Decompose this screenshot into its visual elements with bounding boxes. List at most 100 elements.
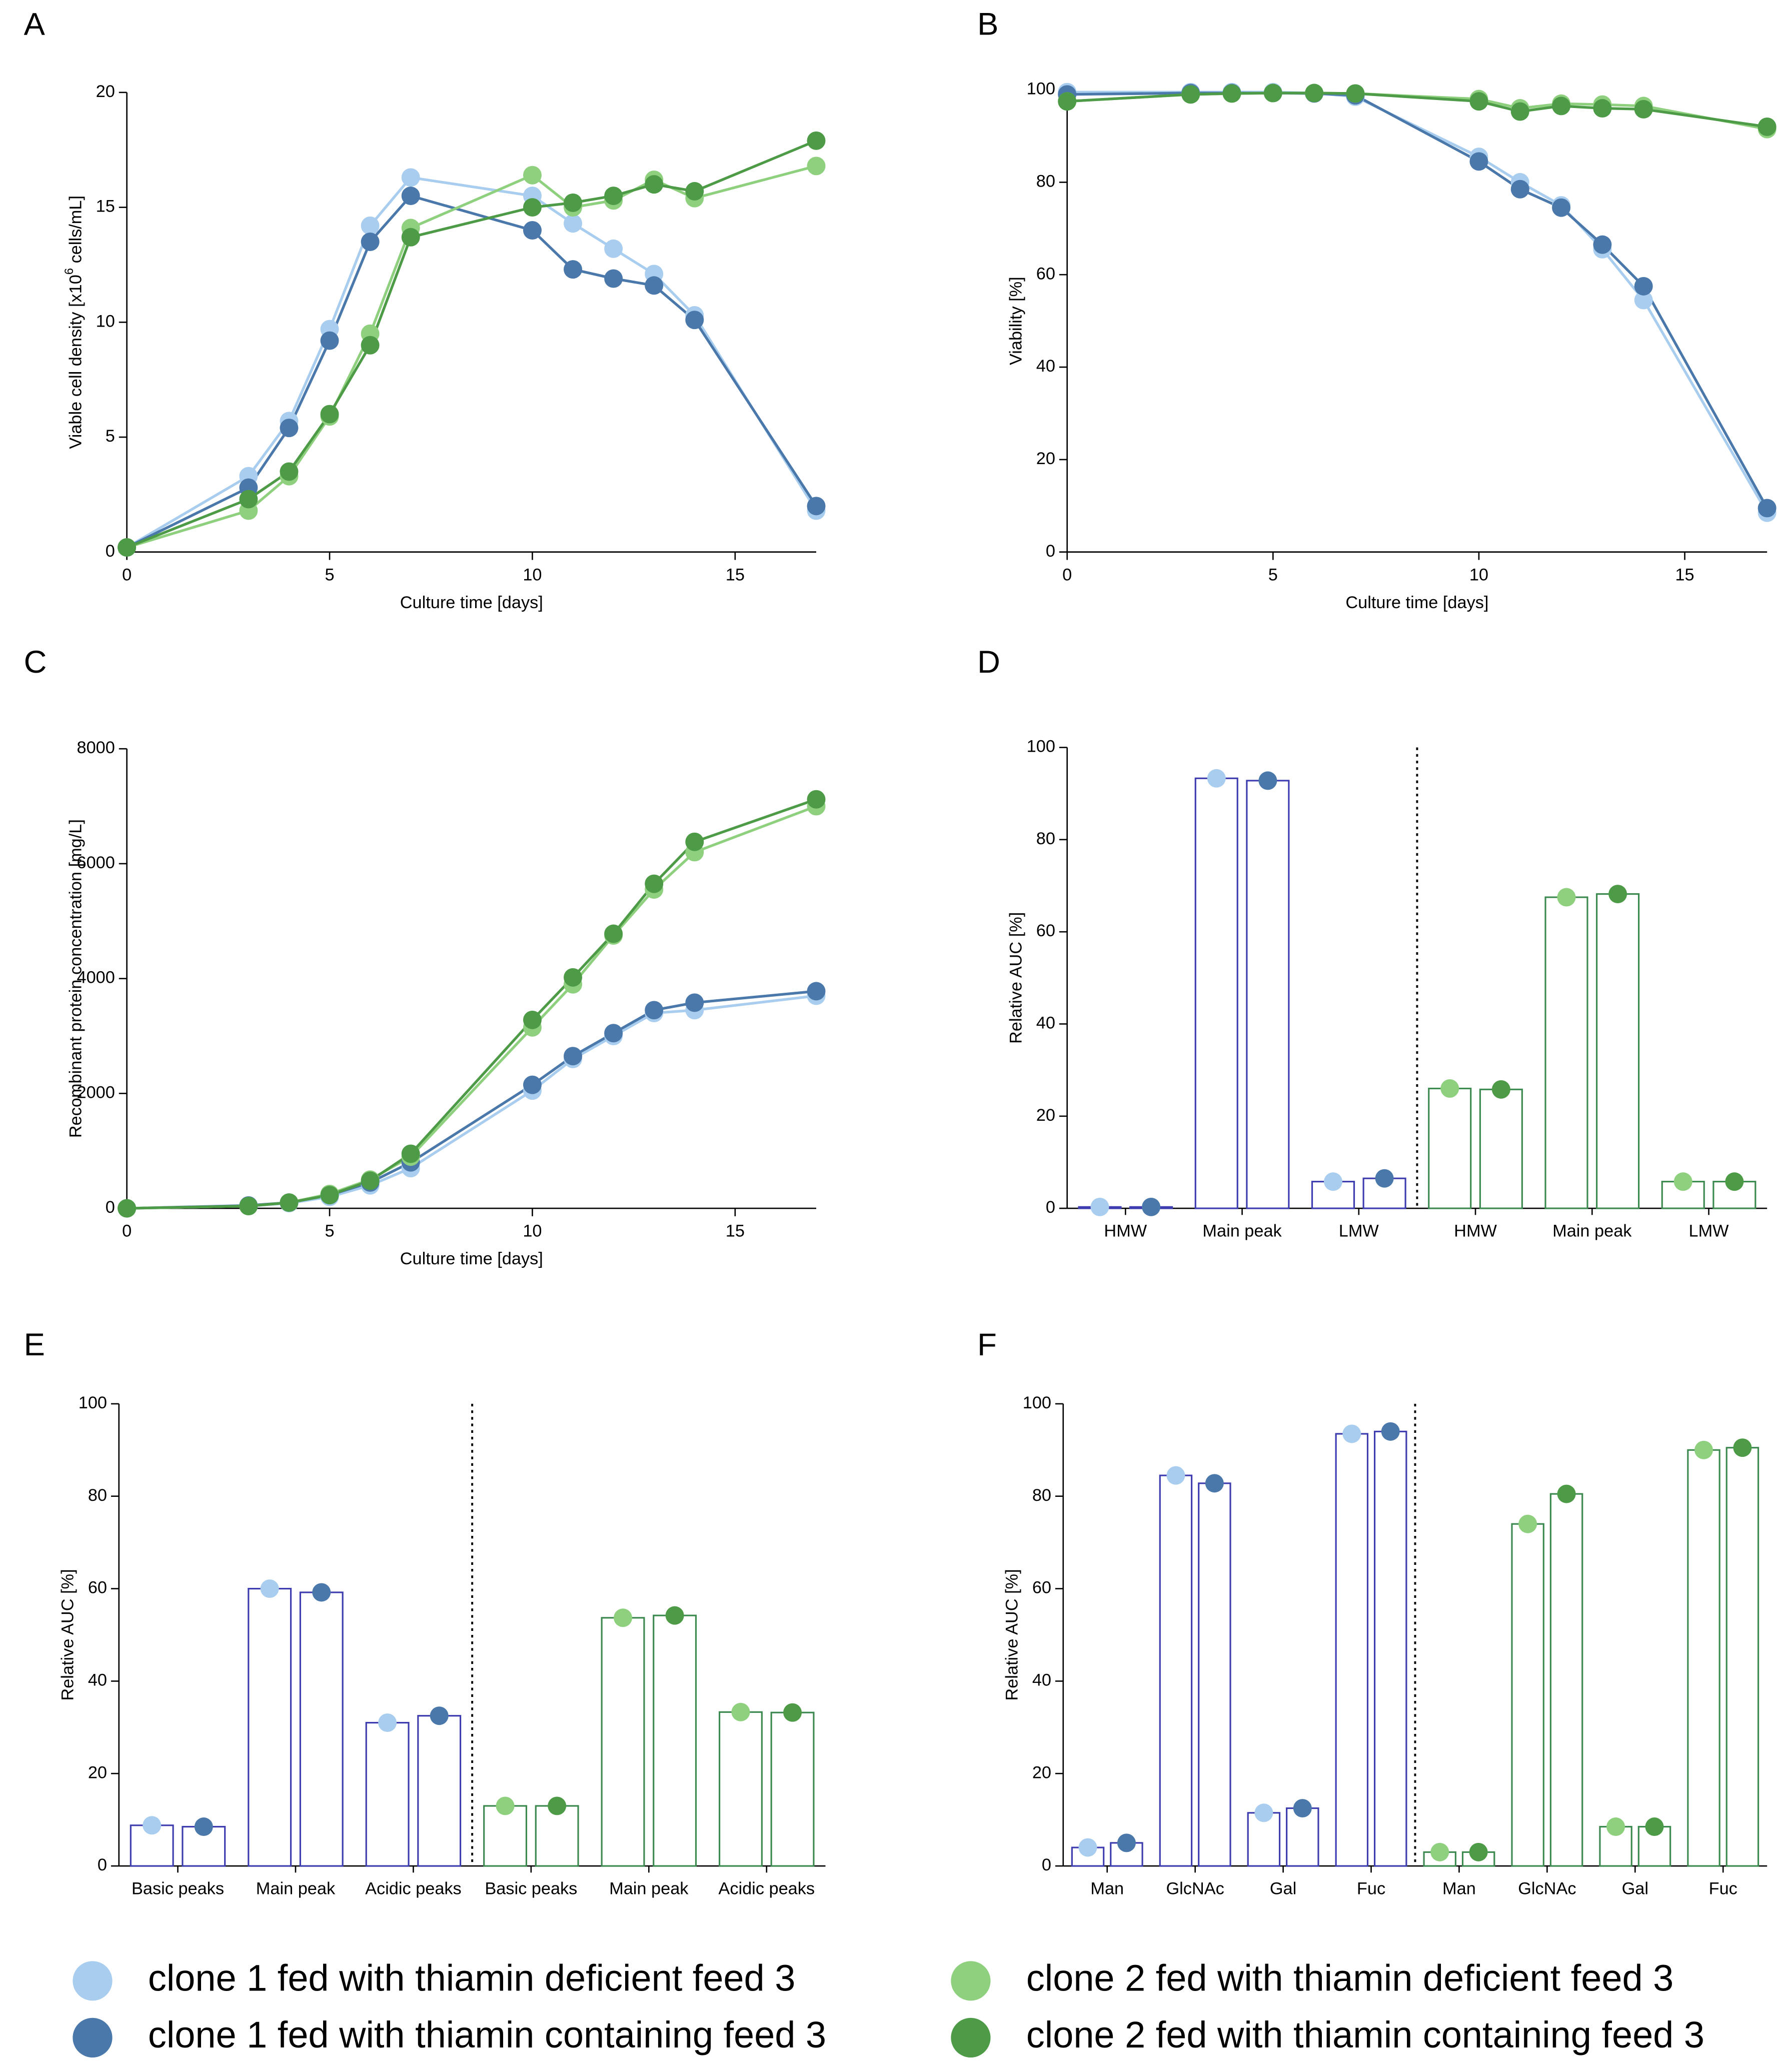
point: [523, 1010, 542, 1029]
bar-dot: [1207, 769, 1226, 788]
x-tick-label: 10: [523, 1222, 542, 1241]
point: [1634, 100, 1653, 119]
point: [807, 982, 826, 1001]
point: [401, 228, 420, 247]
x-tick-label: LMW: [1689, 1222, 1729, 1241]
bar-dot: [1733, 1438, 1752, 1457]
point: [239, 490, 258, 509]
bar-dot: [1673, 1172, 1692, 1191]
y-tick-label: 60: [88, 1578, 107, 1597]
point: [280, 1193, 299, 1212]
bar-dot: [1518, 1514, 1537, 1533]
bar-dot: [1375, 1169, 1394, 1188]
x-tick-label: Man: [1442, 1879, 1476, 1898]
bar: [1246, 780, 1290, 1209]
point: [807, 131, 826, 150]
y-tick-label: 40: [1032, 1670, 1051, 1689]
x-tick-label: 10: [523, 565, 542, 584]
bar: [248, 1587, 292, 1867]
x-tick-label: 15: [1675, 565, 1694, 584]
legend-marker: [951, 2017, 991, 2057]
bar: [601, 1617, 645, 1867]
x-tick-label: Main peak: [1202, 1222, 1282, 1241]
line: [127, 798, 817, 1210]
y-axis-label: Relative AUC [%]: [1002, 1569, 1021, 1700]
y-tick-label: 0: [98, 1855, 107, 1874]
y-tick-label: 20: [1032, 1763, 1051, 1782]
bar-dot: [731, 1702, 750, 1721]
bar-dot: [1090, 1197, 1109, 1216]
bar-dot: [1342, 1424, 1361, 1443]
x-tick-label: 10: [1469, 565, 1488, 584]
x-tick-label: Man: [1090, 1879, 1124, 1898]
point: [604, 187, 623, 206]
y-tick-label: 100: [1027, 80, 1055, 99]
bar: [1194, 777, 1238, 1209]
point: [1510, 102, 1529, 121]
y-tick-label: 15: [96, 197, 115, 216]
point: [401, 187, 420, 206]
bar-dot: [1725, 1172, 1744, 1191]
x-tick-label: LMW: [1339, 1222, 1379, 1241]
point: [685, 832, 704, 851]
legend-label: clone 2 fed with thiamin deficient feed …: [1026, 1957, 1673, 1998]
bar-dot: [1606, 1817, 1625, 1836]
point: [1634, 291, 1653, 310]
point: [604, 269, 623, 288]
bar: [1159, 1474, 1193, 1867]
bar-dot: [1254, 1803, 1273, 1822]
bar: [1198, 1482, 1231, 1867]
line: [127, 990, 817, 1210]
y-axis-label: Relative AUC [%]: [59, 1569, 78, 1700]
point: [118, 538, 137, 557]
x-tick-label: 0: [1062, 565, 1072, 584]
bar-dot: [1557, 888, 1576, 907]
y-tick-label: 2000: [77, 1083, 115, 1102]
point: [320, 1186, 339, 1205]
bar-dot: [783, 1703, 802, 1722]
x-tick-label: Fuc: [1709, 1879, 1737, 1898]
bar-dot: [496, 1796, 515, 1815]
y-tick-label: 40: [1036, 357, 1055, 376]
y-tick-label: 0: [1042, 1855, 1051, 1874]
bar-dot: [143, 1816, 162, 1835]
bar-dot: [1645, 1817, 1664, 1836]
point: [685, 311, 704, 330]
bar: [1549, 1493, 1583, 1867]
bar-dot: [1694, 1440, 1713, 1459]
point: [523, 198, 542, 217]
y-tick-label: 0: [1046, 542, 1055, 561]
x-tick-label: 5: [325, 565, 334, 584]
point: [685, 993, 704, 1012]
point: [604, 924, 623, 943]
y-tick-label: 80: [1036, 172, 1055, 191]
y-tick-label: 100: [1023, 1393, 1051, 1412]
point: [685, 182, 704, 201]
point: [645, 175, 664, 194]
x-tick-label: Basic peaks: [485, 1879, 577, 1898]
bar-dot: [665, 1606, 684, 1625]
point: [1552, 198, 1571, 217]
x-tick-label: Main peak: [1552, 1222, 1632, 1241]
point: [280, 462, 299, 481]
bar-dot: [1293, 1799, 1312, 1818]
point: [361, 232, 380, 251]
point: [1263, 84, 1282, 103]
bar: [299, 1591, 344, 1867]
point: [645, 1001, 664, 1020]
point: [1757, 499, 1776, 518]
bar: [1373, 1430, 1407, 1867]
y-tick-label: 60: [1032, 1578, 1051, 1597]
bar-dot: [1381, 1422, 1400, 1441]
point: [361, 336, 380, 355]
point: [1181, 85, 1200, 104]
panel-letter: C: [24, 645, 47, 680]
x-tick-label: Acidic peaks: [365, 1879, 462, 1898]
y-tick-label: 80: [1036, 829, 1055, 848]
point: [523, 166, 542, 185]
y-axis-label-sup: 6: [63, 268, 76, 275]
bar: [1687, 1449, 1720, 1867]
point: [1346, 84, 1365, 103]
y-tick-label: 20: [1036, 1106, 1055, 1125]
